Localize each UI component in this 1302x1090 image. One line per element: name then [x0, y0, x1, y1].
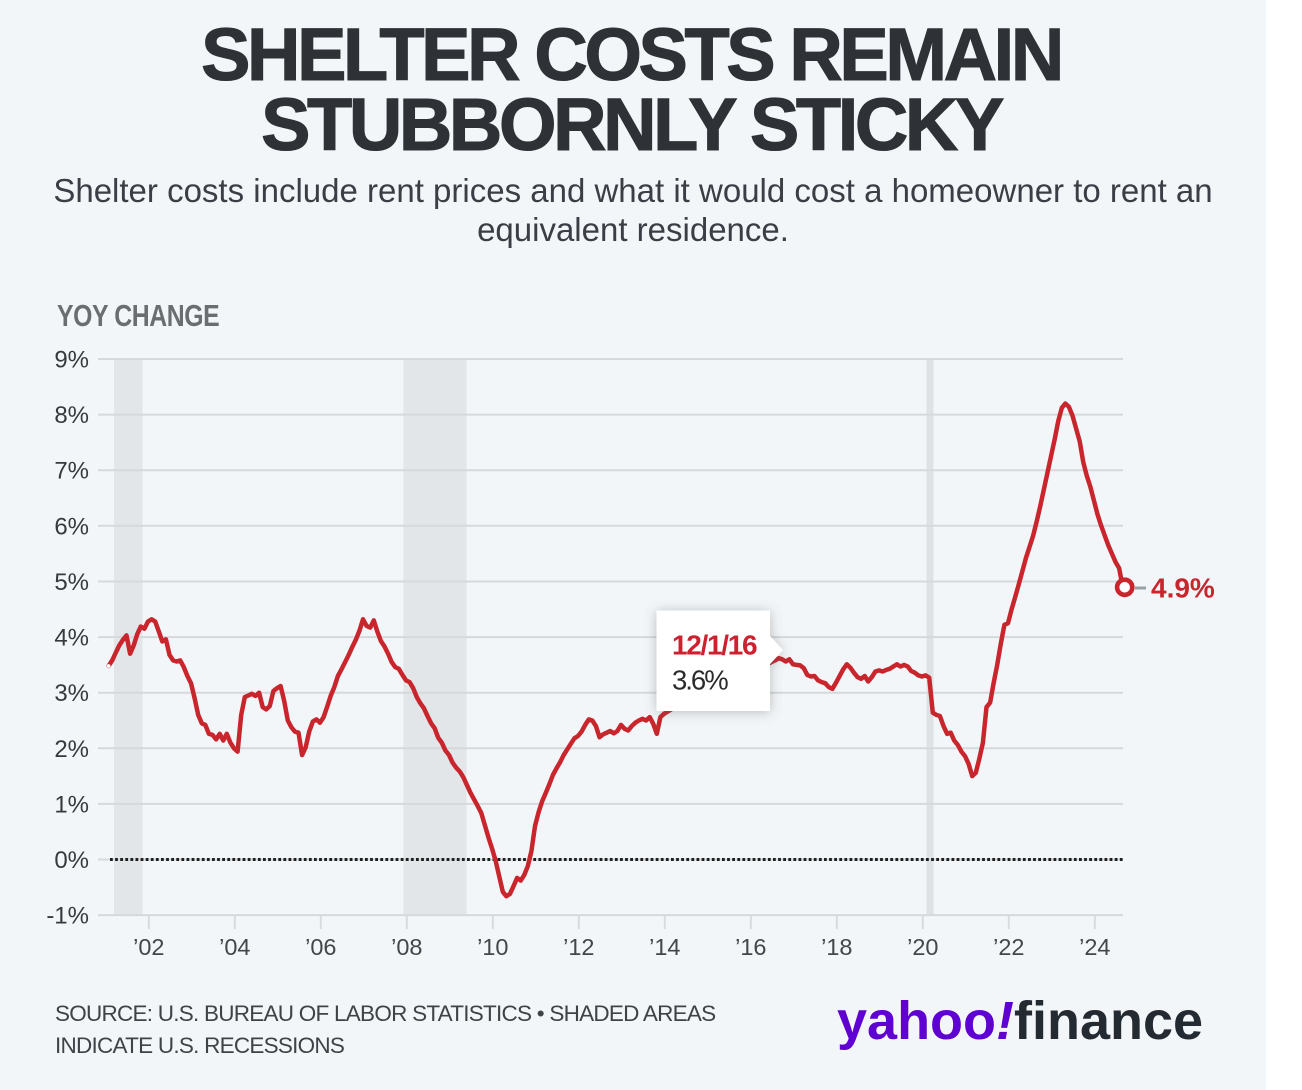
- svg-text:’18: ’18: [821, 934, 852, 960]
- svg-text:’22: ’22: [993, 934, 1024, 960]
- svg-text:’08: ’08: [391, 934, 422, 960]
- svg-text:’06: ’06: [305, 934, 336, 960]
- svg-text:5%: 5%: [54, 569, 89, 596]
- svg-text:2%: 2%: [54, 736, 89, 763]
- svg-text:-1%: -1%: [46, 903, 89, 930]
- svg-text:0%: 0%: [54, 847, 89, 874]
- svg-text:’16: ’16: [735, 934, 766, 960]
- svg-text:’20: ’20: [907, 934, 938, 960]
- svg-text:9%: 9%: [54, 347, 89, 374]
- svg-text:’14: ’14: [649, 934, 680, 960]
- svg-text:4%: 4%: [54, 625, 89, 652]
- svg-text:’24: ’24: [1079, 934, 1110, 960]
- svg-text:7%: 7%: [54, 458, 89, 485]
- svg-text:yahoo!finance: yahoo!finance: [837, 991, 1203, 1051]
- svg-text:’12: ’12: [563, 934, 594, 960]
- svg-text:3.6%: 3.6%: [672, 665, 728, 696]
- svg-text:12/1/16: 12/1/16: [672, 630, 757, 661]
- svg-text:8%: 8%: [54, 402, 89, 429]
- svg-text:’10: ’10: [477, 934, 508, 960]
- svg-text:’02: ’02: [133, 934, 164, 960]
- svg-text:1%: 1%: [54, 791, 89, 818]
- svg-text:4.9%: 4.9%: [1151, 573, 1215, 604]
- svg-text:’04: ’04: [219, 934, 250, 960]
- svg-text:6%: 6%: [54, 513, 89, 540]
- svg-text:3%: 3%: [54, 680, 89, 707]
